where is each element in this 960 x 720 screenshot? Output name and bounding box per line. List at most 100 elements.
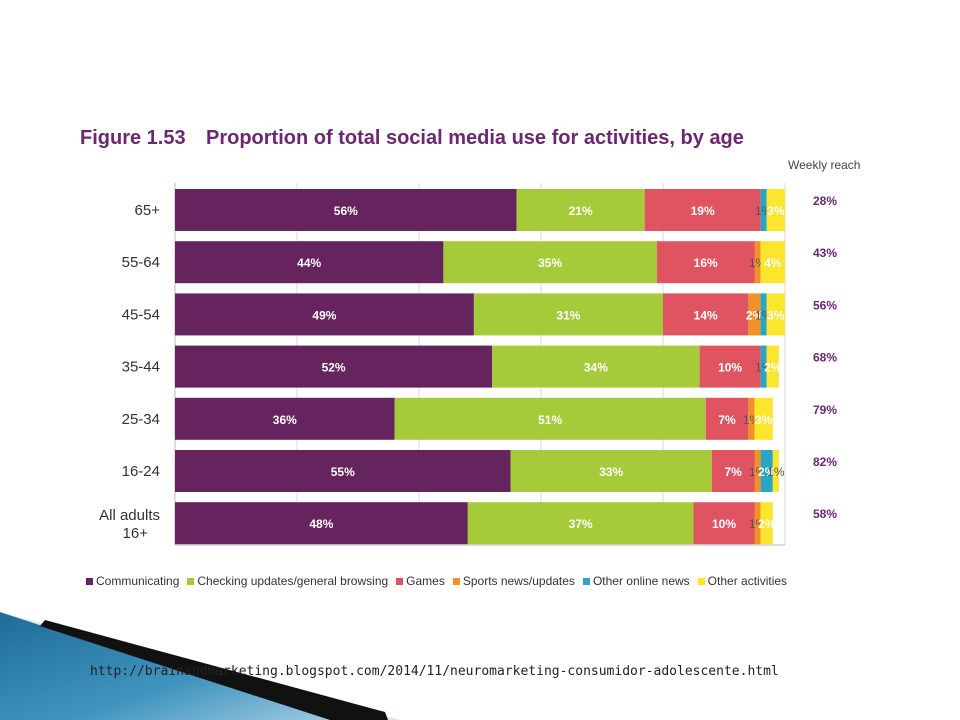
bar-segment-other-activities: [760, 502, 773, 545]
legend-item: Games: [396, 574, 445, 588]
data-label: 14%: [694, 308, 718, 322]
legend-item: Other online news: [582, 574, 690, 588]
data-label: 48%: [309, 517, 333, 531]
data-label: 7%: [718, 413, 736, 427]
legend-swatch: [86, 577, 93, 585]
legend-swatch: [396, 577, 404, 585]
data-label: 55%: [331, 465, 355, 479]
bar-segment-other-online-news: [760, 189, 767, 231]
legend-item: Checking updates/general browsing: [187, 574, 388, 588]
legend-swatch: [187, 577, 195, 585]
bar-segment-communicating: [175, 241, 444, 284]
data-label: 7%: [724, 465, 742, 479]
data-label: 16%: [694, 256, 718, 270]
data-label: 35%: [538, 256, 562, 270]
bar-segment-other-activities: [754, 397, 773, 440]
bar-segment-communicating: [175, 189, 517, 231]
legend-item: Sports news/updates: [452, 574, 575, 588]
category-label: All adults 16+: [99, 507, 160, 542]
page-title: Figure 1.53 Proportion of total social me…: [80, 127, 744, 150]
bar-segment-other-online-news: [760, 345, 767, 388]
weekly-reach-value: 82%: [813, 455, 837, 469]
bar-segment-games: [705, 397, 749, 440]
source-url: http://brainandmarketing.blogspot.com/20…: [90, 664, 779, 679]
data-label: 2%: [758, 465, 776, 479]
bar-segment-checking-updates-general-browsing: [492, 345, 700, 388]
legend-label: Other activities: [707, 574, 788, 588]
data-label: 49%: [312, 308, 336, 322]
data-label: 2%: [758, 517, 776, 531]
bar-segment-games: [699, 345, 761, 388]
bar-segment-communicating: [175, 502, 468, 545]
bar-segment-communicating: [175, 345, 493, 388]
data-label: 36%: [273, 413, 297, 427]
data-label: 52%: [322, 361, 346, 375]
bar-segment-checking-updates-general-browsing: [510, 450, 712, 492]
data-label: 34%: [584, 361, 608, 375]
bar-segment-sports-news-updates: [748, 397, 755, 440]
category-label: 45-54: [122, 306, 160, 323]
bar-segment-games: [663, 293, 749, 336]
bar-segment-other-activities: [766, 345, 779, 388]
weekly-reach-value: 58%: [813, 507, 837, 521]
data-label: 51%: [538, 413, 562, 427]
bar-segment-other-activities: [766, 293, 785, 336]
data-label: 2%: [746, 308, 764, 322]
bar-segment-sports-news-updates: [754, 450, 761, 492]
data-label: 10%: [712, 517, 736, 531]
category-label: 16-24: [122, 463, 160, 480]
data-label: 37%: [569, 517, 593, 531]
figure-number: Figure 1.53: [80, 127, 186, 149]
bar-segment-other-online-news: [760, 293, 767, 336]
category-label: 35-44: [122, 359, 160, 376]
legend-swatch: [452, 577, 460, 585]
data-label: 10%: [718, 361, 742, 375]
legend-label: Games: [406, 574, 445, 588]
weekly-reach-value: 28%: [813, 194, 837, 208]
bar-segment-games: [656, 241, 755, 284]
legend-label: Checking updates/general browsing: [197, 574, 389, 588]
legend-swatch: [582, 577, 590, 585]
bar-segment-sports-news-updates: [754, 241, 761, 284]
bar-segment-checking-updates-general-browsing: [467, 502, 694, 545]
bar-segment-other-activities: [772, 450, 779, 492]
legend-label: Sports news/updates: [462, 574, 575, 588]
bar-segment-checking-updates-general-browsing: [443, 241, 657, 284]
data-label: 56%: [334, 204, 358, 218]
data-label: 1%: [767, 465, 785, 479]
legend-label: Communicating: [96, 574, 180, 588]
data-label: 3%: [767, 204, 785, 218]
weekly-reach-heading: Weekly reach: [788, 158, 861, 172]
data-label: 19%: [691, 204, 715, 218]
bar-segment-other-activities: [760, 241, 785, 284]
data-label: 44%: [297, 256, 321, 270]
data-label: 4%: [764, 256, 782, 270]
data-label: 3%: [755, 413, 773, 427]
bar-segment-checking-updates-general-browsing: [394, 397, 706, 440]
legend-swatch: [697, 577, 705, 585]
bar-segment-checking-updates-general-browsing: [516, 189, 645, 231]
bar-segment-other-activities: [766, 189, 785, 231]
bar-segment-sports-news-updates: [748, 293, 761, 336]
category-label: 25-34: [122, 411, 160, 428]
weekly-reach-value: 68%: [813, 351, 837, 365]
legend-item: Communicating: [86, 574, 179, 588]
weekly-reach-value: 43%: [813, 246, 837, 260]
category-label: 65+: [135, 202, 161, 219]
bar-segment-games: [644, 189, 761, 231]
weekly-reach-value: 56%: [813, 298, 837, 312]
data-label: 33%: [599, 465, 623, 479]
data-label: 2%: [764, 361, 782, 375]
bar-segment-checking-updates-general-browsing: [473, 293, 663, 336]
bar-segment-other-online-news: [760, 450, 773, 492]
bar-segment-sports-news-updates: [754, 502, 761, 545]
bar-segment-games: [693, 502, 755, 545]
data-label: 21%: [569, 204, 593, 218]
chart-legend: Communicating Checking updates/general br…: [86, 574, 787, 588]
category-label: 55-64: [122, 254, 160, 271]
data-label: 3%: [767, 308, 785, 322]
figure-title: Proportion of total social media use for…: [206, 127, 744, 149]
weekly-reach-value: 79%: [813, 403, 837, 417]
